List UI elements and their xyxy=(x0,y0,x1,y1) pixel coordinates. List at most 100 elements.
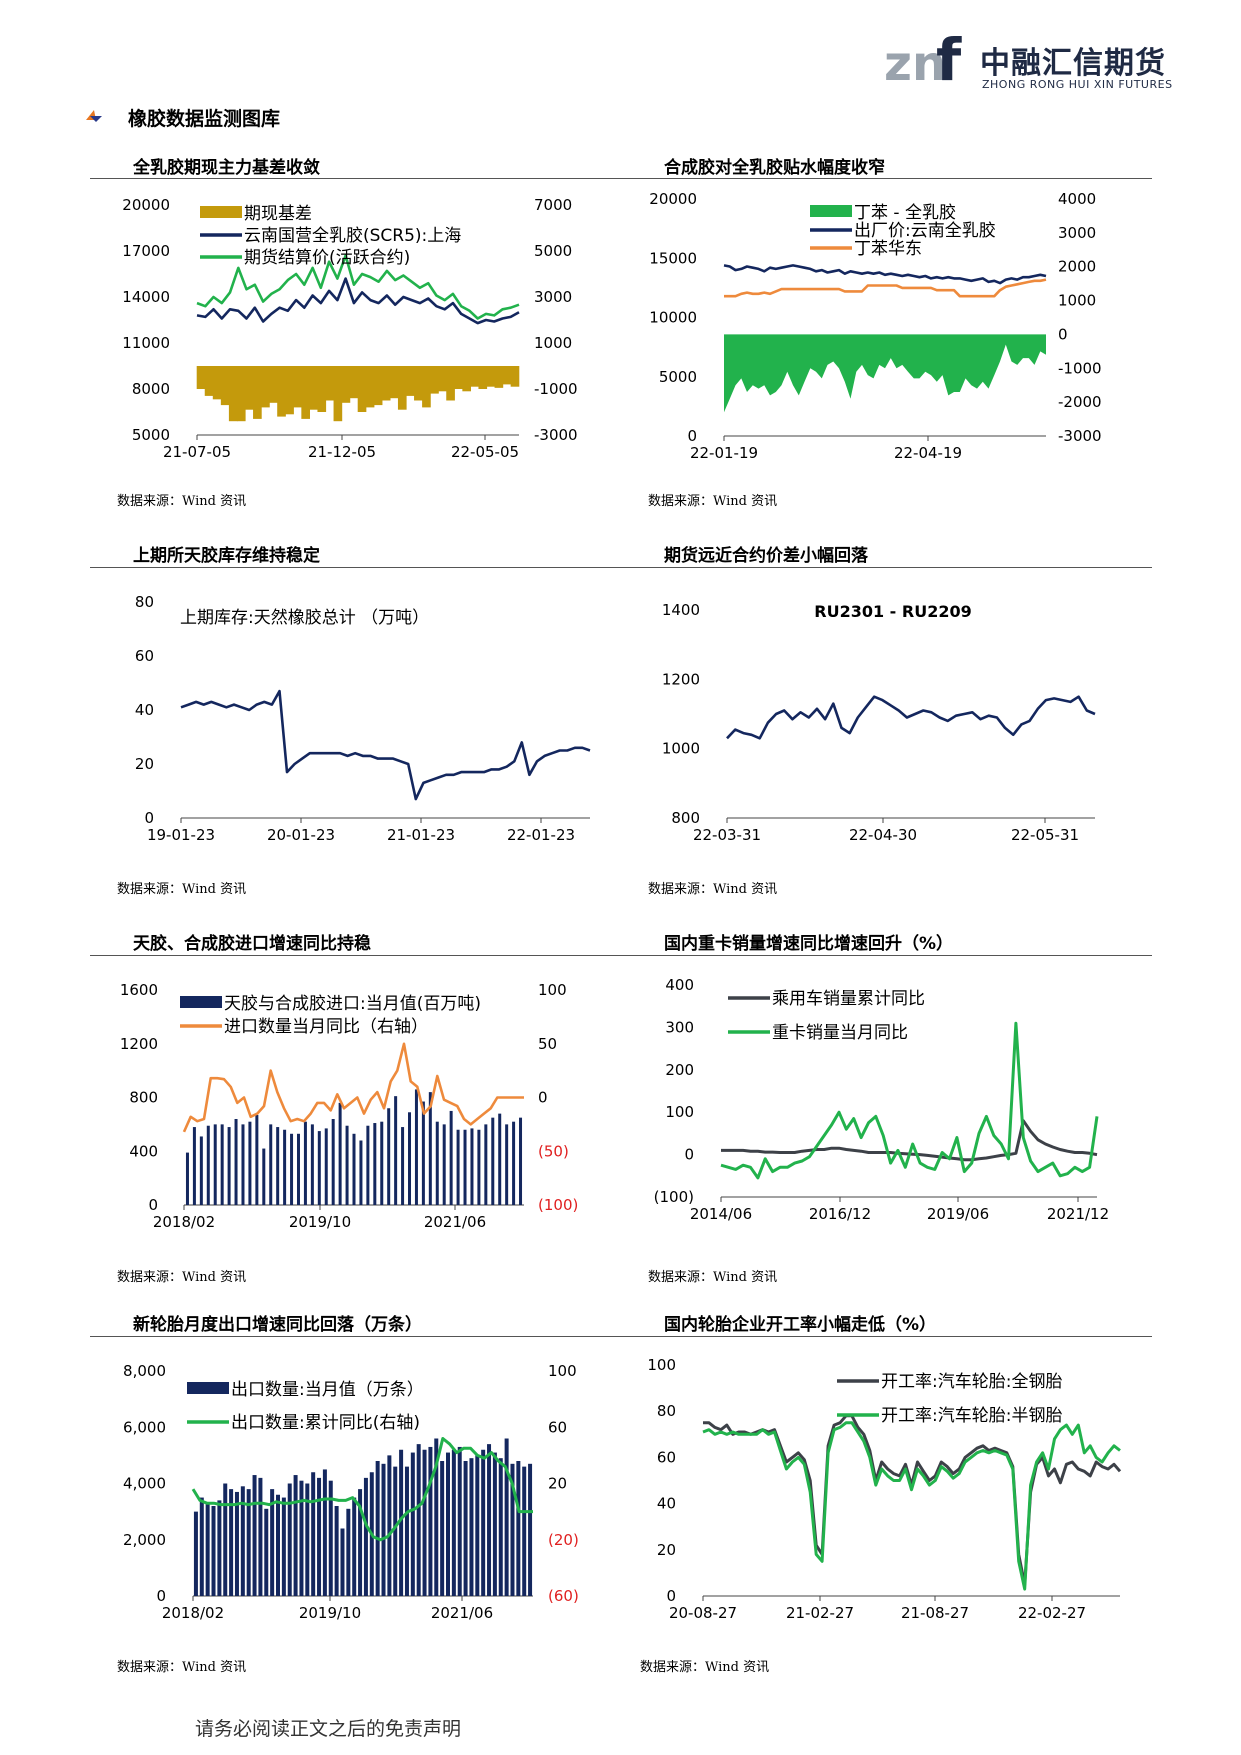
bar-mark xyxy=(470,366,480,387)
left-axis-tick-label: 0 xyxy=(144,809,154,827)
bar-mark xyxy=(293,1475,298,1596)
bar-mark xyxy=(408,1112,412,1205)
bar-mark xyxy=(394,1096,398,1205)
left-axis-tick-label: 20 xyxy=(657,1541,676,1559)
series-line xyxy=(182,1042,524,1133)
left-axis-tick-label: 400 xyxy=(129,1142,158,1160)
x-axis-tick-label: 22-01-23 xyxy=(507,826,575,844)
x-axis-tick-label: 2018/02 xyxy=(162,1604,224,1622)
bar-mark xyxy=(258,1477,263,1596)
panel-title-5: 天胶、合成胶进口增速同比持稳 xyxy=(133,934,371,954)
x-axis-tick-label: 21-08-27 xyxy=(901,1604,969,1622)
title-rule xyxy=(90,567,1152,568)
right-axis-tick-label: 100 xyxy=(548,1362,577,1380)
left-axis-tick-label: 17000 xyxy=(122,242,170,260)
panel-title-2: 合成胶对全乳胶贴水幅度收窄 xyxy=(664,158,885,178)
left-axis-tick-label: 0 xyxy=(666,1587,676,1605)
x-axis-tick-label: 22-04-30 xyxy=(849,826,917,844)
bar-mark xyxy=(438,366,447,392)
footer-disclaimer: 请务必阅读正文之后的免责声明 xyxy=(195,1718,462,1740)
bar-mark xyxy=(277,366,286,417)
bar-mark xyxy=(196,366,206,389)
bar-mark xyxy=(512,1121,516,1205)
bar-mark xyxy=(380,1121,384,1205)
legend-label: 重卡销量当月同比 xyxy=(772,1023,908,1043)
bar-mark xyxy=(217,1500,222,1596)
bar-mark xyxy=(296,1133,300,1205)
bar-mark xyxy=(357,366,367,412)
x-axis-tick-label: 21-12-05 xyxy=(308,443,376,461)
right-axis-tick-label: (50) xyxy=(538,1142,569,1160)
bar-mark xyxy=(345,1125,349,1205)
bar-mark xyxy=(309,366,319,410)
bar-mark xyxy=(352,1497,357,1596)
left-axis-tick-label: 100 xyxy=(665,1103,694,1121)
x-axis-tick-label: 21-01-23 xyxy=(387,826,455,844)
x-axis-tick-label: 22-04-19 xyxy=(894,444,962,462)
legend-swatch xyxy=(200,206,242,218)
left-axis-tick-label: 800 xyxy=(129,1089,158,1107)
bar-mark xyxy=(246,1489,251,1596)
series-line xyxy=(196,277,520,325)
bar-mark xyxy=(401,1127,405,1205)
right-axis-tick-label: 2000 xyxy=(1058,258,1096,276)
bar-mark xyxy=(204,366,214,396)
right-axis-tick-label: 100 xyxy=(538,981,567,999)
left-axis-tick-label: 10000 xyxy=(649,309,697,327)
bar-mark xyxy=(481,1449,486,1596)
bar-mark xyxy=(491,1117,495,1205)
left-axis-tick-label: 20000 xyxy=(122,196,170,214)
bar-mark xyxy=(240,1486,245,1596)
bar-mark xyxy=(252,1475,257,1596)
bar-mark xyxy=(276,1127,280,1205)
bar-mark xyxy=(199,1497,204,1596)
bar-mark xyxy=(365,366,375,408)
bar-mark xyxy=(449,1110,453,1205)
znf-logo-icon: zn f xyxy=(884,30,962,92)
bar-mark xyxy=(430,366,439,394)
bar-mark xyxy=(522,1466,527,1596)
x-axis-tick-label: 2021/06 xyxy=(431,1604,493,1622)
bar-mark xyxy=(510,366,520,387)
left-axis-tick-label: 1200 xyxy=(662,670,700,688)
bar-mark xyxy=(422,1449,427,1596)
bar-mark xyxy=(462,366,471,392)
title-rule xyxy=(90,178,1152,179)
bar-mark xyxy=(236,366,246,422)
right-axis-tick-label: 3000 xyxy=(1058,224,1096,242)
right-axis-tick-label: 60 xyxy=(548,1418,567,1436)
bar-mark xyxy=(373,1123,377,1205)
legend-label: 出口数量:累计同比(右轴) xyxy=(231,1413,420,1433)
bar-mark xyxy=(205,1503,210,1596)
source-note-5: 数据来源：Wind 资讯 xyxy=(117,1270,247,1285)
bar-mark xyxy=(338,1102,342,1205)
left-axis-tick-label: 8000 xyxy=(132,380,170,398)
panel-title-7: 新轮胎月度出口增速同比回落（万条） xyxy=(133,1315,422,1335)
svg-text:zn: zn xyxy=(884,36,946,92)
left-axis-tick-label: 1200 xyxy=(120,1035,158,1053)
x-axis-tick-label: 21-07-05 xyxy=(163,443,231,461)
company-logo: zn f 中融汇信期货 ZHONG RONG HUI XIN FUTURES xyxy=(884,30,1184,94)
bar-mark xyxy=(359,1140,363,1205)
bar-mark xyxy=(234,1119,238,1205)
bar-mark xyxy=(498,1113,502,1205)
panel-title-6: 国内重卡销量增速同比增速回升（%） xyxy=(664,934,954,954)
bar-mark xyxy=(393,1466,398,1596)
bar-mark xyxy=(270,1489,275,1596)
legend-label: 开工率:汽车轮胎:半钢胎 xyxy=(881,1406,1062,1426)
left-axis-tick-label: 80 xyxy=(657,1402,676,1420)
right-axis-tick-label: -3000 xyxy=(1058,427,1102,445)
left-axis-tick-label: 40 xyxy=(135,701,154,719)
bar-mark xyxy=(492,1452,497,1596)
series-line xyxy=(191,1437,533,1542)
legend-label: 出口数量:当月值（万条） xyxy=(231,1380,424,1400)
bar-mark xyxy=(463,1461,468,1596)
bar-mark xyxy=(435,1121,439,1205)
series-line xyxy=(180,689,591,801)
bar-mark xyxy=(442,1124,446,1205)
bar-mark xyxy=(404,1466,409,1596)
